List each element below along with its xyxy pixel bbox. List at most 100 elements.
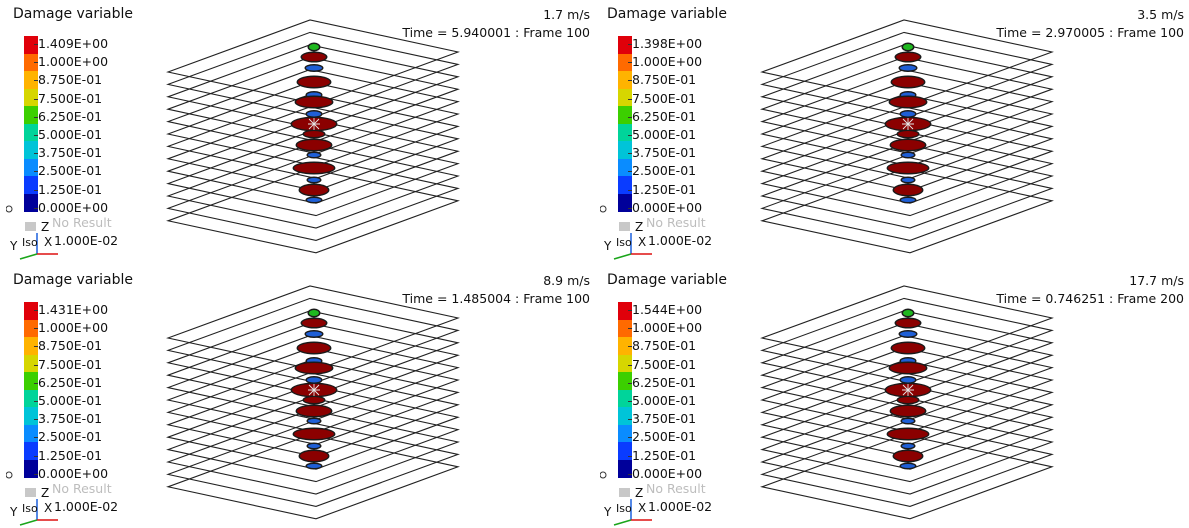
damage-zone — [900, 331, 916, 337]
damage-zone — [306, 65, 322, 71]
damage-zone — [898, 131, 918, 137]
laminate-ply — [760, 93, 1054, 179]
no-result-label: No Result — [646, 481, 706, 496]
legend-band — [618, 88, 632, 107]
legend-label: 7.500E-01 — [33, 356, 103, 372]
impact-point-icon — [902, 384, 914, 396]
axis-triad: Z Y Iso X — [600, 205, 652, 260]
damage-zone — [902, 419, 914, 423]
laminate-ply — [166, 409, 460, 495]
impact-point-icon — [902, 118, 914, 130]
laminate-model[interactable] — [742, 266, 1062, 528]
legend-label: 5.000E-01 — [33, 127, 103, 142]
laminate-model[interactable] — [742, 0, 1062, 262]
z-axis-label: Z — [635, 220, 643, 234]
panel-bottom-left: Damage variable 1.431E+00 1.000E+00 8.750E… — [0, 266, 594, 528]
laminate-ply — [760, 118, 1054, 204]
no-result-label: No Result — [646, 215, 706, 230]
time-frame: Time = 5.940001 : Frame 100 — [402, 25, 590, 40]
legend-labels: 1.544E+00 1.000E+00 8.750E-01 7.500E-01 6.25… — [627, 302, 712, 492]
laminate-ply — [166, 168, 460, 254]
legend-band — [618, 407, 632, 425]
legend-label: 6.250E-01 — [627, 108, 697, 124]
laminate-ply — [760, 81, 1054, 167]
panel-bottom-right: Damage variable 1.544E+00 1.000E+00 8.750E… — [594, 266, 1188, 528]
laminate-model[interactable] — [148, 266, 468, 528]
laminate-ply — [166, 434, 460, 520]
laminate-ply — [760, 155, 1054, 241]
damage-zone — [307, 198, 321, 202]
legend-band — [24, 424, 38, 443]
damage-zone — [891, 406, 925, 416]
damage-zone — [308, 444, 320, 448]
laminate-ply — [166, 155, 460, 241]
legend-label: 3.750E-01 — [33, 411, 103, 427]
origin-marker-icon — [600, 471, 607, 479]
legend-band — [618, 176, 632, 194]
impact-speed: 8.9 m/s — [543, 273, 590, 288]
laminate-ply — [166, 397, 460, 483]
laminate-model[interactable] — [148, 0, 468, 262]
legend-band — [618, 71, 632, 89]
damage-zone — [896, 319, 920, 327]
damage-zone — [297, 406, 331, 416]
panel-top-right: Damage variable 1.398E+00 1.000E+00 8.750E… — [594, 0, 1188, 262]
damage-zone — [898, 397, 918, 403]
damage-zone — [298, 77, 330, 87]
z-axis-label: Z — [41, 220, 49, 234]
laminate-ply — [760, 359, 1054, 445]
origin-marker-icon — [6, 471, 13, 479]
no-result-label: No Result — [52, 215, 112, 230]
legend-label: 2.500E-01 — [33, 429, 103, 445]
damage-zone — [894, 451, 922, 461]
laminate-ply — [166, 347, 460, 433]
damage-zone — [890, 97, 926, 107]
legend-label: 2.500E-01 — [627, 163, 697, 179]
legend-band — [24, 141, 38, 159]
laminate-ply — [166, 118, 460, 204]
x-axis-label: X — [638, 501, 646, 515]
damage-zone — [896, 53, 920, 61]
laminate-ply — [166, 93, 460, 179]
laminate-ply — [166, 44, 460, 130]
laminate-ply — [760, 310, 1054, 396]
damage-zone — [891, 140, 925, 150]
damage-zone — [294, 429, 334, 439]
legend-title: Damage variable — [607, 272, 728, 288]
legend-title: Damage variable — [13, 272, 134, 288]
x-axis-label: X — [638, 235, 646, 249]
laminate-ply — [166, 19, 460, 105]
damage-zone — [902, 444, 914, 448]
no-result-label: No Result — [52, 481, 112, 496]
scale-factor: 1.000E-02 — [648, 499, 713, 514]
damage-zone — [894, 185, 922, 195]
laminate-ply — [166, 322, 460, 408]
laminate-ply — [760, 322, 1054, 408]
legend-label: 6.250E-01 — [33, 374, 103, 390]
laminate-ply — [760, 44, 1054, 130]
legend-label: 1.000E+00 — [33, 54, 109, 70]
legend-band — [618, 123, 632, 142]
legend-band — [24, 302, 38, 320]
impact-point-icon — [308, 384, 320, 396]
laminate-ply — [166, 359, 460, 445]
laminate-ply — [166, 106, 460, 192]
damage-zone — [888, 163, 928, 173]
legend-band — [618, 36, 632, 54]
damage-zone — [304, 397, 324, 403]
damage-zone — [300, 451, 328, 461]
time-frame: Time = 0.746251 : Frame 200 — [996, 291, 1184, 306]
legend-label: 1.431E+00 — [33, 302, 109, 317]
legend-label: 5.000E-01 — [627, 127, 697, 142]
legend-label: 1.000E+00 — [627, 320, 703, 336]
legend-label: 3.750E-01 — [33, 145, 103, 161]
damage-zone — [307, 111, 321, 117]
damage-zone — [304, 131, 324, 137]
y-axis-line — [613, 253, 632, 260]
legend-label: 1.409E+00 — [33, 36, 109, 51]
damage-zone — [308, 153, 320, 157]
legend-label: 3.750E-01 — [627, 411, 697, 427]
x-axis-label: X — [44, 235, 52, 249]
legend-label: 5.000E-01 — [33, 393, 103, 408]
iso-label: Iso — [616, 502, 632, 515]
